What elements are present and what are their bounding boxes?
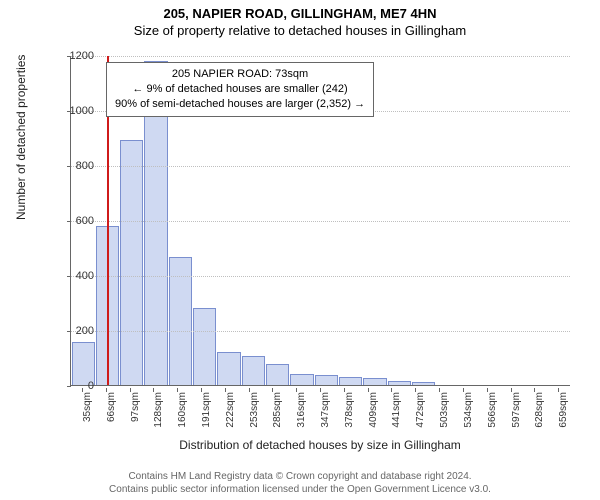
- xtick: 97sqm: [118, 388, 142, 438]
- gridline: [71, 331, 570, 332]
- xtick: 566sqm: [475, 388, 499, 438]
- xtick-label: 66sqm: [106, 392, 117, 422]
- xtick: 35sqm: [70, 388, 94, 438]
- xtick-label: 441sqm: [391, 392, 402, 428]
- gridline: [71, 276, 570, 277]
- xtick: 191sqm: [189, 388, 213, 438]
- xtick: 628sqm: [522, 388, 546, 438]
- footer-line-2: Contains public sector information licen…: [0, 483, 600, 496]
- xtick: 66sqm: [94, 388, 118, 438]
- xtick-label: 409sqm: [368, 392, 379, 428]
- xtick: 128sqm: [141, 388, 165, 438]
- gridline: [71, 221, 570, 222]
- xtick-label: 316sqm: [296, 392, 307, 428]
- gridline: [71, 166, 570, 167]
- xtick-label: 35sqm: [82, 392, 93, 422]
- xtick-label: 191sqm: [201, 392, 212, 428]
- xtick-label: 503sqm: [439, 392, 450, 428]
- bar: [315, 375, 338, 385]
- bar: [363, 378, 386, 385]
- bar: [72, 342, 95, 385]
- xtick: 597sqm: [499, 388, 523, 438]
- gridline: [71, 56, 570, 57]
- xtick-label: 597sqm: [511, 392, 522, 428]
- ytick-label: 1200: [54, 50, 94, 62]
- x-ticks-group: 35sqm 66sqm 97sqm 128sqm 160sqm 191sqm 222sqm 2…: [70, 388, 570, 438]
- bar: [412, 382, 435, 385]
- chart-container: 205, NAPIER ROAD, GILLINGHAM, ME7 4HN Si…: [0, 0, 600, 500]
- ytick-label: 600: [54, 215, 94, 227]
- xtick-label: 222sqm: [225, 392, 236, 428]
- bar: [290, 374, 313, 385]
- xtick-label: 566sqm: [487, 392, 498, 428]
- x-axis-label: Distribution of detached houses by size …: [70, 438, 570, 452]
- bar: [120, 140, 143, 385]
- footer-attribution: Contains HM Land Registry data © Crown c…: [0, 470, 600, 496]
- ytick-label: 800: [54, 160, 94, 172]
- title-primary: 205, NAPIER ROAD, GILLINGHAM, ME7 4HN: [0, 0, 600, 21]
- xtick: 441sqm: [380, 388, 404, 438]
- footer-line-1: Contains HM Land Registry data © Crown c…: [0, 470, 600, 483]
- bar: [388, 381, 411, 385]
- annotation-line-2: ← 9% of detached houses are smaller (242…: [115, 82, 365, 97]
- xtick: 409sqm: [356, 388, 380, 438]
- xtick: 285sqm: [261, 388, 285, 438]
- xtick: 659sqm: [546, 388, 570, 438]
- bar: [242, 356, 265, 385]
- xtick-label: 378sqm: [344, 392, 355, 428]
- ytick-label: 1000: [54, 105, 94, 117]
- xtick-label: 628sqm: [534, 392, 545, 428]
- xtick: 160sqm: [165, 388, 189, 438]
- ytick-label: 200: [54, 325, 94, 337]
- xtick: 253sqm: [237, 388, 261, 438]
- xtick: 378sqm: [332, 388, 356, 438]
- xtick: 534sqm: [451, 388, 475, 438]
- annotation-box: 205 NAPIER ROAD: 73sqm ← 9% of detached …: [106, 62, 374, 117]
- annotation-line-3: 90% of semi-detached houses are larger (…: [115, 97, 365, 112]
- bar: [217, 352, 240, 385]
- xtick: 347sqm: [308, 388, 332, 438]
- ytick-label: 400: [54, 270, 94, 282]
- bar: [193, 308, 216, 385]
- xtick-label: 160sqm: [177, 392, 188, 428]
- xtick: 472sqm: [403, 388, 427, 438]
- bar: [339, 377, 362, 385]
- xtick-label: 347sqm: [320, 392, 331, 428]
- xtick-label: 659sqm: [558, 392, 569, 428]
- xtick: 222sqm: [213, 388, 237, 438]
- bar: [266, 364, 289, 385]
- y-axis-label: Number of detached properties: [14, 55, 28, 220]
- plot-area: 35sqm66sqm97sqm128sqm160sqm191sqm222sqm2…: [70, 56, 570, 386]
- xtick-label: 97sqm: [130, 392, 141, 422]
- xtick: 503sqm: [427, 388, 451, 438]
- annotation-line-1: 205 NAPIER ROAD: 73sqm: [115, 67, 365, 82]
- title-secondary: Size of property relative to detached ho…: [0, 21, 600, 42]
- xtick-label: 534sqm: [463, 392, 474, 428]
- xtick-label: 472sqm: [415, 392, 426, 428]
- ytick-label: 0: [54, 380, 94, 392]
- xtick-label: 253sqm: [249, 392, 260, 428]
- xtick-label: 128sqm: [153, 392, 164, 428]
- xtick: 316sqm: [284, 388, 308, 438]
- xtick-label: 285sqm: [272, 392, 283, 428]
